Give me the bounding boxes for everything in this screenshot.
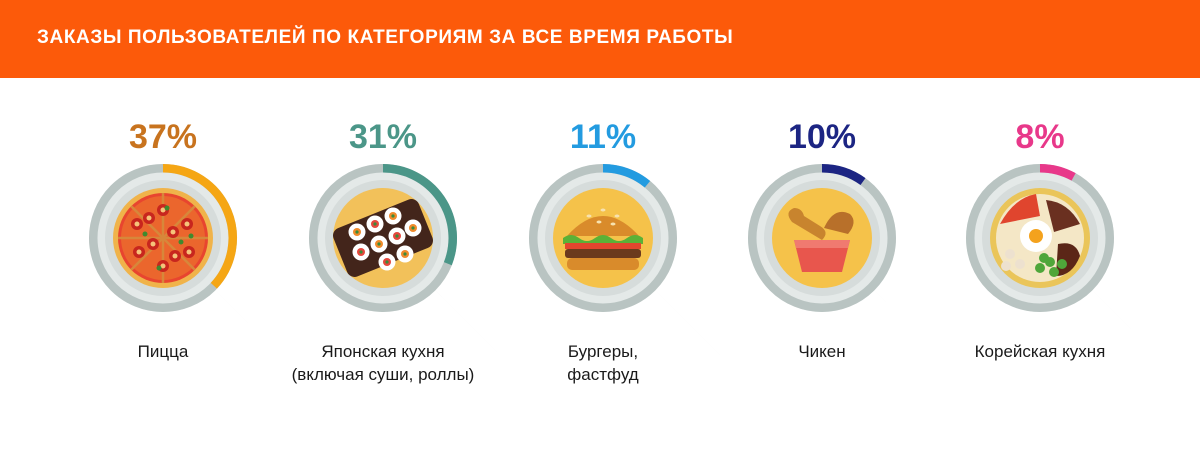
percentage-label: 11% [570,118,636,156]
donut-value-arc [382,164,457,266]
sushi-icon [333,188,433,288]
category-group: 8% Корейская кухня [966,118,1173,371]
donut-value-arc [821,164,866,186]
chicken-icon [772,188,872,288]
category-label: Японская кухня [321,342,444,361]
percentage-label: 10% [788,118,856,156]
page-title: ЗАКАЗЫ ПОЛЬЗОВАТЕЛЕЙ ПО КАТЕГОРИЯМ ЗА ВС… [37,27,734,48]
category-group: 31% Японская кухня (включая суши, роллы) [292,118,516,384]
percentage-label: 31% [349,118,417,156]
burger-icon [553,188,653,288]
category-label: фастфуд [567,365,638,384]
percentage-label: 37% [129,118,197,156]
donut-value-arc [162,164,237,289]
donut-value-arc [1039,164,1076,181]
category-label: Бургеры, [568,342,638,361]
donut-value-arc [602,164,651,188]
category-group: 10% Чикен [748,118,955,371]
category-label: Чикен [798,342,845,361]
category-group: 37% Пицца [89,118,296,371]
category-label: (включая суши, роллы) [292,365,475,384]
korean-bowl-icon [990,188,1090,288]
pizza-icon [113,188,213,288]
category-group: 11% Бургеры, фастфуд [529,118,736,384]
header-banner: ЗАКАЗЫ ПОЛЬЗОВАТЕЛЕЙ ПО КАТЕГОРИЯМ ЗА ВС… [0,0,1200,78]
percentage-label: 8% [1015,118,1064,156]
category-label: Пицца [138,342,189,361]
category-label: Корейская кухня [975,342,1106,361]
